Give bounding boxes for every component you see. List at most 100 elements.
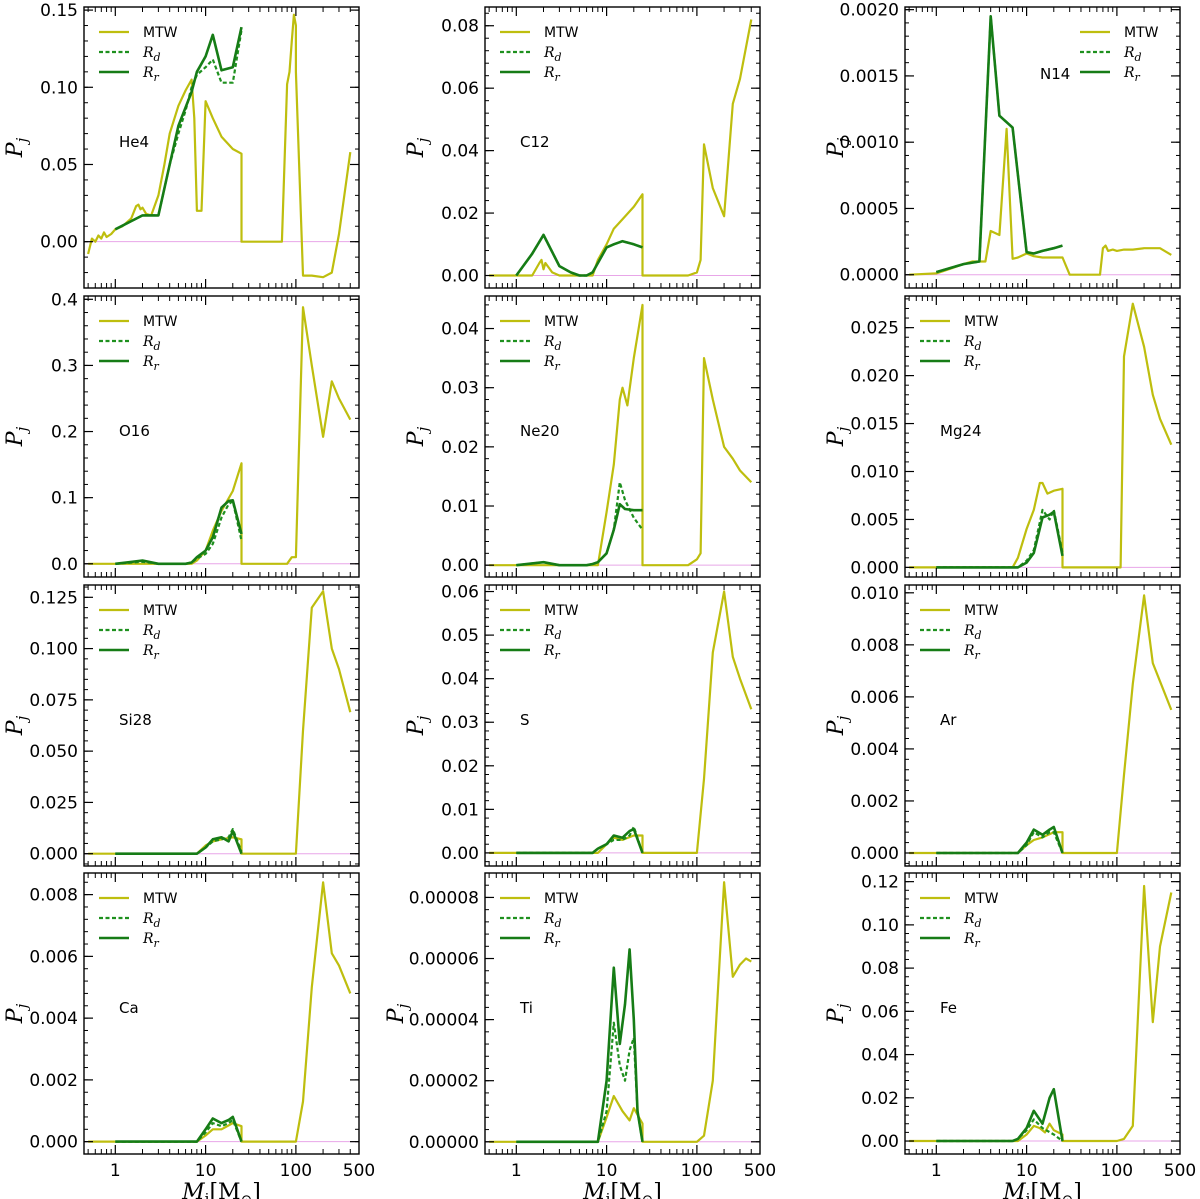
legend-rr-label: Rr [142,354,160,373]
subplot-ca: 1 10 100 500 Mi[M⊙] 0.000 0.002 0.004 0.006 0.008… [3,872,375,1199]
x-tick-label: 10 [596,1161,618,1181]
legend-rr-label: Rr [543,354,561,373]
series-rr-line [115,1115,243,1143]
plot-frame [484,295,761,578]
element-label: Si28 [119,711,152,729]
y-tick-label: 0.000 [850,558,899,578]
x-tick-label: 500 [744,1161,776,1181]
y-tick-label: 0.00004 [409,1011,479,1031]
legend-rd-label: Rd [543,45,562,64]
y-axis-label: Pj [824,715,852,736]
subplot-n14: 0.0000 0.0005 0.0010 0.0015 0.0020 Pj N14 MTW Rd… [824,1,1181,289]
y-tick-label: 0.0000 [840,266,899,286]
plot-frame [904,6,1181,289]
y-tick-label: 0.02 [441,438,479,458]
series-rr-line [936,825,1064,855]
y-tick-label: 0.08 [861,959,899,979]
plot-frame [904,584,1181,867]
series-rr-line [115,829,243,856]
y-tick-label: 0.004 [29,1009,78,1029]
legend-rd-label: Rd [543,334,562,353]
y-tick-label: 0.0005 [840,199,899,219]
y-tick-label: 0.0010 [840,133,899,153]
series-rr-line [516,827,644,855]
y-tick-label: 0.10 [40,78,78,98]
series-rd-line [516,481,644,567]
y-tick-label: 0.002 [29,1071,78,1091]
y-axis-label: Pj [404,137,432,158]
y-tick-label: 0.01 [441,800,479,820]
series-mtw-line [909,127,1172,276]
element-label: Ti [519,999,533,1017]
element-label: Mg24 [940,422,982,440]
series-rd-line [936,1118,1064,1143]
y-axis-label: Pj [404,426,432,447]
y-tick-label: 0.15 [40,1,78,21]
y-tick-label: 0.01 [441,497,479,517]
y-tick-label: 0.3 [51,356,78,376]
element-label: O16 [119,422,150,440]
legend-mtw-label: MTW [964,603,999,619]
element-label: He4 [119,133,149,151]
x-tick-label: 1 [511,1161,522,1181]
y-tick-label: 0.08 [441,17,479,37]
y-tick-label: 0.002 [850,792,899,812]
y-tick-label: 0.0020 [840,1,899,21]
legend-mtw-label: MTW [544,603,579,619]
y-tick-label: 0.05 [441,626,479,646]
plot-frame [83,295,360,578]
series-rr-line [936,1087,1064,1143]
legend-rd-label: Rd [963,911,982,930]
plot-frame [904,295,1181,578]
y-tick-label: 0.02 [441,757,479,777]
plot-frame [484,6,761,289]
legend-mtw-label: MTW [544,314,579,330]
legend-rd-label: Rd [142,911,161,930]
x-tick-label: 100 [681,1161,713,1181]
legend-rd-label: Rd [963,623,982,642]
subplot-fe: 1 10 100 500 Mi[M⊙] 0.00 0.02 0.04 0.06 0.08 0.10 0… [824,872,1196,1199]
x-tick-label: 1 [110,1161,121,1181]
legend-rd-label: Rd [142,623,161,642]
y-tick-label: 0.00 [441,844,479,864]
y-tick-label: 0.06 [441,583,479,603]
legend-rd-label: Rd [142,45,161,64]
series-rd-line [516,1021,644,1143]
y-tick-label: 0.0 [51,555,78,575]
y-tick-label: 0.100 [29,640,78,660]
x-axis-label: Mi[M⊙] [582,1180,662,1199]
y-tick-label: 0.005 [850,510,899,530]
legend-rd-label: Rd [543,623,562,642]
series-rr-line [936,510,1064,569]
legend-mtw-label: MTW [964,891,999,907]
legend-rr-label: Rr [543,65,561,84]
y-tick-label: 0.00008 [409,888,479,908]
y-axis-label: Pj [3,426,31,447]
legend-rr-label: Rr [543,643,561,662]
x-tick-label: 10 [1016,1161,1038,1181]
legend-mtw-label: MTW [1124,25,1159,41]
y-tick-label: 0.00 [861,1132,899,1152]
series-mtw-line [87,13,352,279]
legend-rr-label: Rr [963,643,981,662]
x-axis-label: Mi[M⊙] [181,1180,261,1199]
legend-rr-label: Rr [963,931,981,950]
y-tick-label: 0.1 [51,489,78,509]
element-label: N14 [1040,65,1070,83]
subplot-si28: 0.000 0.025 0.050 0.075 0.100 0.125 Pj Si28 MTW R… [3,584,360,867]
y-tick-label: 0.04 [441,670,479,690]
x-tick-label: 100 [280,1161,312,1181]
y-tick-label: 0.06 [861,1002,899,1022]
y-tick-label: 0.020 [850,367,899,387]
y-tick-label: 0.015 [850,415,899,435]
element-label: S [520,711,530,729]
legend-rr-label: Rr [142,643,160,662]
